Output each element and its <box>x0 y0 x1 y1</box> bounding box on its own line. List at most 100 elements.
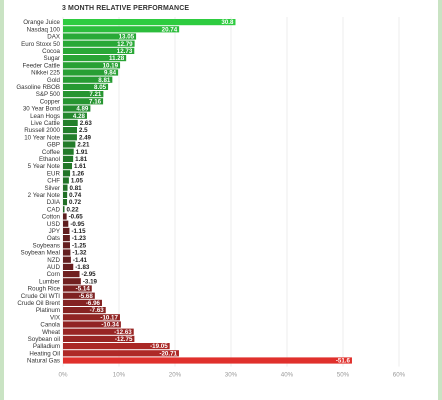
category-label: Natural Gas <box>27 358 60 365</box>
data-label: 0.22 <box>67 206 80 213</box>
data-label: -5.14 <box>76 286 91 293</box>
bar <box>63 127 77 133</box>
category-label: CAD <box>47 206 61 213</box>
data-label: -6.96 <box>86 300 101 307</box>
data-label: -12.63 <box>114 329 132 336</box>
category-label: GBP <box>47 142 60 149</box>
category-label: Coffee <box>42 149 61 156</box>
category-label: Heating Oil <box>29 350 60 357</box>
category-label: JPY <box>49 228 60 235</box>
bar <box>63 185 68 191</box>
bar <box>63 149 74 155</box>
data-label: 1.05 <box>71 178 84 185</box>
category-label: Lumber <box>39 278 60 285</box>
x-tick-label: 60% <box>393 372 406 379</box>
x-tick-label: 50% <box>337 372 350 379</box>
data-label: 9.84 <box>104 70 117 77</box>
data-label: 2.49 <box>79 134 92 141</box>
data-label: -1.32 <box>72 250 87 257</box>
category-label: Ethanol <box>39 156 60 163</box>
data-label: 0.81 <box>70 185 83 192</box>
bar <box>63 134 77 140</box>
category-label: Lean Hogs <box>30 113 60 120</box>
category-label: Canola <box>40 322 60 329</box>
data-label: 13.05 <box>119 34 135 41</box>
category-label: Rough Rice <box>28 286 61 293</box>
x-tick-label: 0% <box>59 372 68 379</box>
category-label: VIX <box>50 314 60 321</box>
bar <box>63 206 65 212</box>
bar <box>63 278 81 284</box>
data-label: 2.21 <box>77 142 90 149</box>
bar <box>63 221 68 227</box>
category-label: 2 Year Note <box>28 192 61 199</box>
category-label: Nikkei 225 <box>31 70 60 77</box>
category-label: Gold <box>47 77 61 84</box>
category-label: NZD <box>47 257 60 264</box>
data-label: -10.34 <box>101 322 119 329</box>
data-label: -1.23 <box>72 235 87 242</box>
category-label: Oats <box>47 235 60 242</box>
category-label: Crude Oil Brent <box>17 300 60 307</box>
data-label: 1.61 <box>74 163 87 170</box>
data-label: 2.5 <box>79 127 88 134</box>
bar <box>63 192 67 198</box>
bar <box>63 19 235 25</box>
data-label: 20.74 <box>162 26 178 33</box>
category-label: AUD <box>47 264 61 271</box>
category-label: CHF <box>47 178 60 185</box>
x-tick-label: 30% <box>225 372 238 379</box>
data-label: -7.63 <box>90 307 105 314</box>
data-label: 4.89 <box>76 106 89 113</box>
category-label: Soybean Meal <box>20 250 60 257</box>
data-label: 12.79 <box>117 41 133 48</box>
category-label: S&P 500 <box>36 91 61 98</box>
x-tick-label: 40% <box>281 372 294 379</box>
category-label: Nasdaq 100 <box>27 26 61 33</box>
data-label: -1.41 <box>73 257 88 264</box>
category-label: Gasoline RBOB <box>16 84 60 91</box>
category-label: 10 Year Note <box>24 134 60 141</box>
data-label: 10.19 <box>103 62 119 69</box>
bar <box>63 271 80 277</box>
bar <box>63 177 69 183</box>
data-label: -2.95 <box>82 271 97 278</box>
data-label: 1.91 <box>76 149 89 156</box>
category-label: Russell 2000 <box>24 127 60 134</box>
data-label: -20.71 <box>159 350 177 357</box>
data-label: 7.16 <box>89 98 102 105</box>
x-tick-label: 20% <box>169 372 182 379</box>
bar <box>63 242 70 248</box>
bar <box>63 249 70 255</box>
data-label: -0.65 <box>69 214 84 221</box>
category-label: Euro Stoxx 50 <box>21 41 60 48</box>
category-label: Soybean oil <box>28 336 60 343</box>
bar <box>63 199 67 205</box>
category-label: USD <box>47 221 61 228</box>
data-label: 11.28 <box>109 55 125 62</box>
data-label: -51.6 <box>336 358 351 365</box>
data-label: 12.73 <box>117 48 133 55</box>
data-label: 1.81 <box>75 156 88 163</box>
category-label: 30 Year Bond <box>23 106 61 113</box>
category-label: Palladium <box>33 343 60 350</box>
bar <box>63 120 78 126</box>
data-label: 0.72 <box>69 199 82 206</box>
data-label: 7.21 <box>89 91 102 98</box>
data-label: -19.05 <box>150 343 168 350</box>
bar <box>63 213 67 219</box>
data-label: -1.83 <box>75 264 90 271</box>
category-label: Soybeans <box>32 242 60 249</box>
bar <box>63 163 72 169</box>
category-label: Feeder Cattle <box>23 62 61 69</box>
data-label: 1.26 <box>72 170 85 177</box>
category-label: Cotton <box>42 214 61 221</box>
category-label: Silver <box>45 185 60 192</box>
x-tick-label: 10% <box>113 372 126 379</box>
data-label: 4.28 <box>73 113 86 120</box>
data-label: -12.75 <box>115 336 133 343</box>
category-label: 5 Year Note <box>28 163 61 170</box>
category-label: DJIA <box>47 199 61 206</box>
data-label: -10.17 <box>100 314 118 321</box>
